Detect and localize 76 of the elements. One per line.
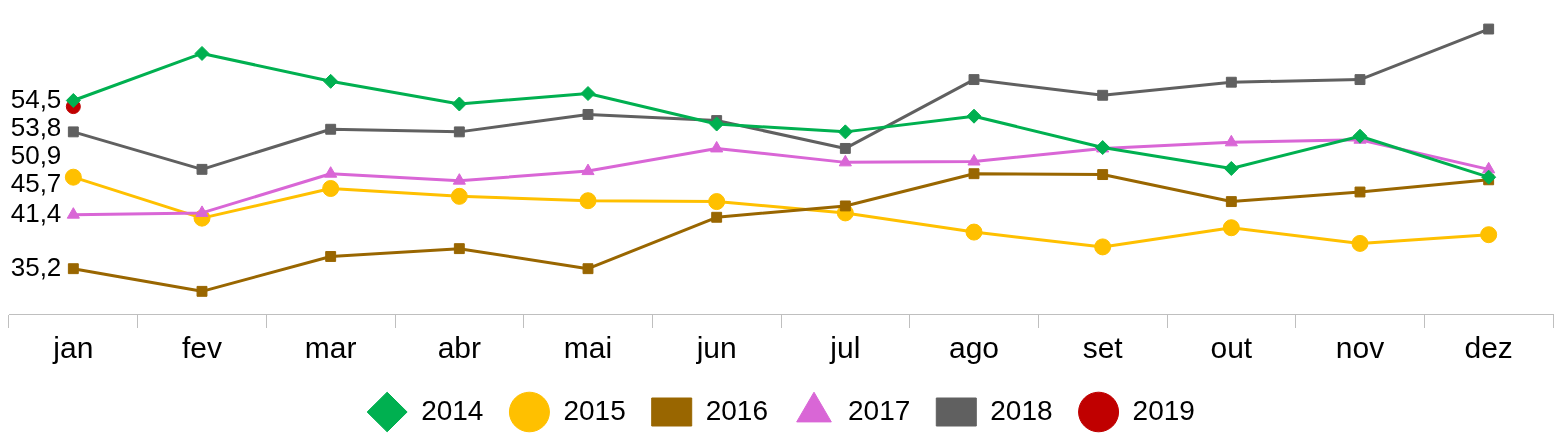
x-tick-label: fev <box>181 331 223 365</box>
point <box>839 142 851 154</box>
legend-label: 2015 <box>563 394 626 426</box>
point <box>453 126 465 138</box>
point <box>1223 160 1239 176</box>
point <box>1225 76 1237 88</box>
point <box>1483 23 1495 35</box>
point <box>837 124 853 140</box>
x-tick-label: jun <box>695 331 737 365</box>
x-tick-label: mai <box>563 331 613 365</box>
point <box>323 73 339 89</box>
point <box>838 154 852 167</box>
point <box>709 116 725 132</box>
data-label: 50,9 <box>10 139 62 170</box>
point <box>1097 89 1109 101</box>
data-label: 41,4 <box>10 197 62 228</box>
point <box>1480 226 1498 244</box>
point <box>1354 186 1366 198</box>
point <box>1224 134 1238 147</box>
x-tick-label: nov <box>1335 331 1385 365</box>
x-tick-label: jan <box>52 331 94 365</box>
legend-label: 2019 <box>1132 394 1195 426</box>
point <box>968 74 980 86</box>
point <box>966 108 982 124</box>
point <box>450 187 468 205</box>
point <box>67 263 79 275</box>
legend-label: 2014 <box>421 394 484 426</box>
point <box>196 163 208 175</box>
x-tick-label: mar <box>304 331 357 365</box>
point <box>1352 128 1368 144</box>
x-tick-label: ago <box>948 331 1000 365</box>
point <box>325 251 337 262</box>
point <box>711 211 723 223</box>
point <box>579 192 597 210</box>
point <box>194 45 210 61</box>
point <box>582 263 594 275</box>
point <box>582 108 594 120</box>
legend-label: 2017 <box>848 394 911 426</box>
x-tick-label: out <box>1210 331 1253 365</box>
point <box>967 154 981 166</box>
point <box>451 96 467 112</box>
point <box>325 123 337 135</box>
point <box>324 166 338 178</box>
point <box>322 180 340 198</box>
point <box>196 285 208 297</box>
point <box>453 243 465 255</box>
point <box>195 205 209 217</box>
point <box>65 93 81 108</box>
data-label: 54,5 <box>10 83 62 114</box>
x-tick-label: set <box>1082 331 1124 365</box>
point <box>968 168 980 180</box>
point <box>1222 219 1240 237</box>
point <box>1354 74 1366 86</box>
point <box>581 163 595 176</box>
point <box>1351 234 1369 252</box>
data-label: 45,7 <box>10 167 62 198</box>
point <box>1094 238 1112 256</box>
point <box>1225 196 1237 208</box>
point <box>66 207 80 219</box>
point <box>64 168 82 186</box>
x-tick-label: jul <box>829 331 861 365</box>
data-label: 35,2 <box>10 251 62 282</box>
data-label: 53,8 <box>10 111 62 142</box>
point <box>580 86 596 102</box>
point <box>708 193 726 211</box>
point <box>1481 169 1497 185</box>
legend-label: 2016 <box>705 394 769 426</box>
x-tick-label: abr <box>437 331 482 365</box>
legend-label: 2018 <box>990 394 1053 426</box>
point <box>710 140 724 153</box>
point <box>965 223 983 241</box>
point <box>839 200 851 212</box>
x-tick-label: dez <box>1464 331 1513 365</box>
point <box>67 126 79 138</box>
point <box>1097 169 1109 181</box>
point <box>452 173 466 185</box>
